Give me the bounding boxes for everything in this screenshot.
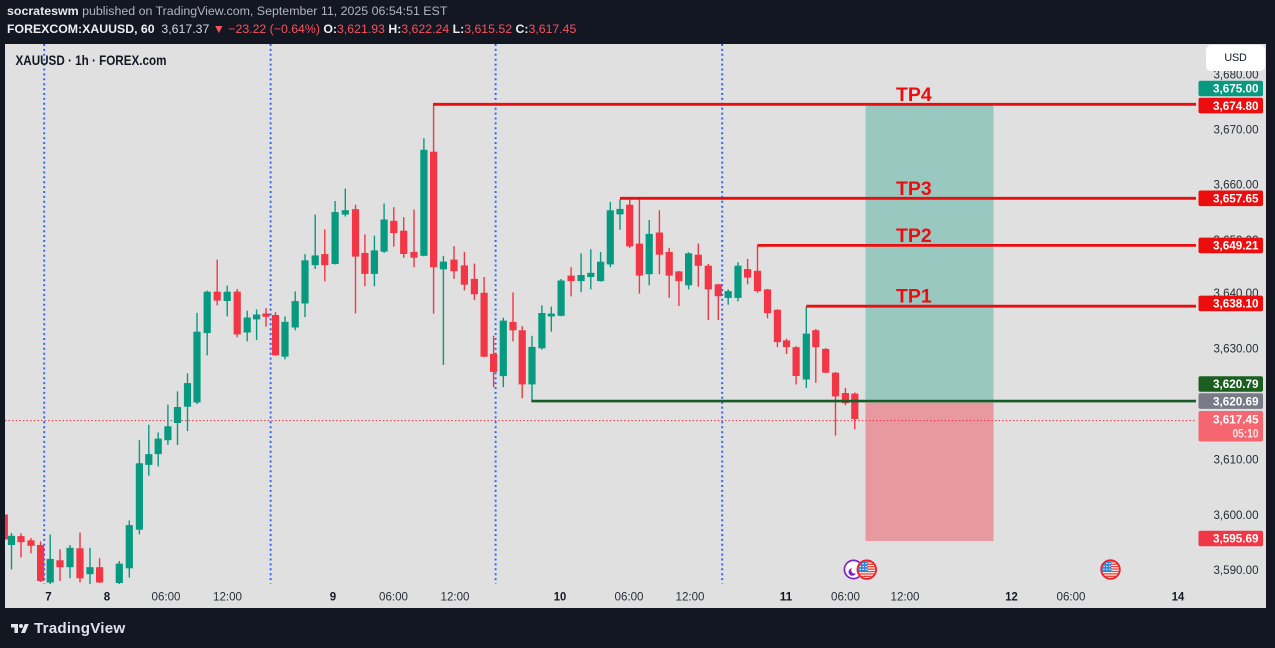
svg-text:12:00: 12:00 [213,592,242,604]
svg-text:06:00: 06:00 [152,592,181,604]
svg-text:3,620.69: 3,620.69 [1213,396,1259,408]
svg-text:06:00: 06:00 [379,592,408,604]
svg-text:9: 9 [330,592,336,604]
svg-text:3,670.00: 3,670.00 [1214,125,1259,137]
svg-text:3,674.80: 3,674.80 [1213,101,1259,113]
svg-text:3,617.45: 3,617.45 [1213,415,1259,427]
svg-text:3,610.00: 3,610.00 [1214,455,1259,467]
svg-text:06:00: 06:00 [831,592,860,604]
svg-text:XAUUSD · 1h · FOREX.com: XAUUSD · 1h · FOREX.com [16,52,167,68]
svg-text:TP1: TP1 [896,286,932,308]
svg-text:3,590.00: 3,590.00 [1214,565,1259,577]
svg-text:3,630.00: 3,630.00 [1214,344,1259,356]
svg-text:3,620.79: 3,620.79 [1213,379,1259,391]
svg-text:3,600.00: 3,600.00 [1214,510,1259,522]
svg-text:TP4: TP4 [896,84,932,106]
svg-text:3,680.00: 3,680.00 [1214,70,1259,82]
svg-text:12: 12 [1005,592,1018,604]
svg-text:8: 8 [104,592,111,604]
svg-text:3,638.10: 3,638.10 [1213,299,1259,311]
svg-text:06:00: 06:00 [615,592,644,604]
svg-text:11: 11 [780,592,793,604]
svg-text:06:00: 06:00 [1057,592,1086,604]
svg-text:12:00: 12:00 [441,592,470,604]
svg-text:05:10: 05:10 [1233,429,1259,441]
svg-text:12:00: 12:00 [676,592,705,604]
svg-text:3,660.00: 3,660.00 [1214,180,1259,192]
svg-text:12:00: 12:00 [891,592,920,604]
svg-text:3,657.65: 3,657.65 [1213,194,1259,206]
svg-text:10: 10 [554,592,567,604]
svg-text:TP2: TP2 [896,225,932,247]
svg-text:3,595.69: 3,595.69 [1213,534,1259,546]
svg-text:TP3: TP3 [896,178,932,200]
svg-text:3,649.21: 3,649.21 [1213,241,1259,253]
svg-text:3,675.00: 3,675.00 [1213,84,1259,96]
svg-text:7: 7 [45,592,51,604]
svg-text:14: 14 [1172,592,1185,604]
